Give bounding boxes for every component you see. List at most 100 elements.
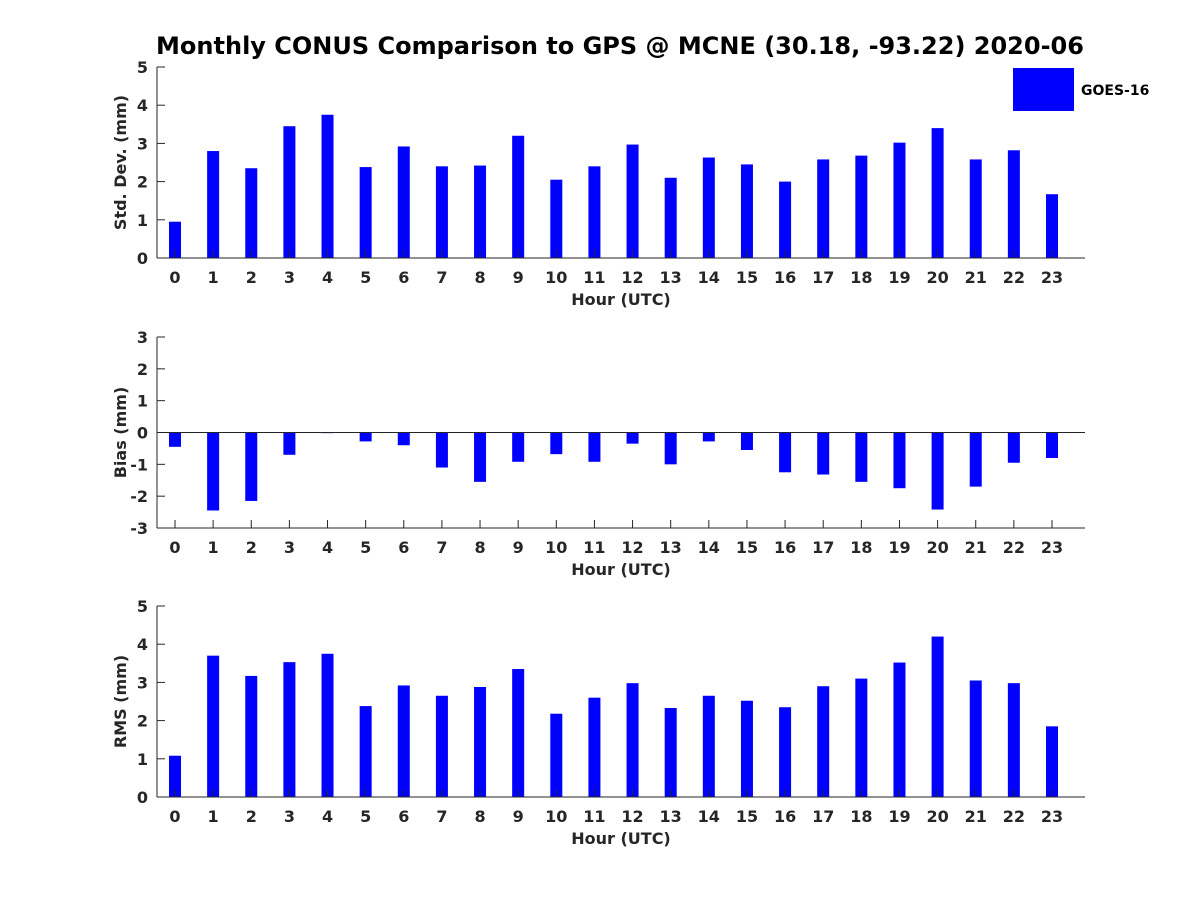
bar-hour-11: [588, 166, 601, 258]
bar-hour-16: [779, 181, 792, 258]
y-tick-label: 2: [137, 360, 148, 379]
x-tick-label: 9: [513, 807, 524, 826]
x-tick-label: 7: [436, 268, 447, 287]
bar-hour-1: [207, 432, 220, 511]
legend-swatch-goes-16: [1013, 68, 1074, 111]
bar-hour-21: [969, 159, 982, 258]
x-tick-label: 11: [583, 268, 605, 287]
x-tick-label: 2: [246, 807, 257, 826]
bar-hour-17: [817, 159, 830, 258]
bar-hour-16: [779, 707, 792, 797]
x-tick-label: 5: [360, 268, 371, 287]
bar-hour-3: [283, 662, 296, 797]
bar-hour-8: [474, 165, 487, 258]
bar-hour-22: [1007, 683, 1020, 797]
x-tick-label: 19: [888, 268, 910, 287]
y-tick-label: 5: [137, 58, 148, 77]
x-tick-label: 18: [850, 538, 872, 557]
bar-hour-12: [626, 432, 639, 444]
bar-hour-5: [359, 432, 372, 442]
chart-title: Monthly CONUS Comparison to GPS @ MCNE (…: [156, 32, 1084, 60]
x-tick-label: 12: [621, 268, 643, 287]
x-tick-label: 0: [169, 807, 180, 826]
x-tick-label: 14: [698, 538, 720, 557]
bar-hour-14: [702, 695, 715, 797]
y-tick-label: 1: [137, 211, 148, 230]
y-tick-label: 1: [137, 392, 148, 411]
x-tick-label: 20: [926, 538, 948, 557]
bar-hour-23: [1045, 726, 1058, 797]
x-tick-label: 5: [360, 807, 371, 826]
bar-hour-2: [245, 432, 258, 501]
bar-hour-19: [893, 142, 906, 258]
y-tick-label: 3: [137, 134, 148, 153]
x-axis-label: Hour (UTC): [571, 829, 671, 848]
x-tick-label: 23: [1041, 538, 1063, 557]
bar-hour-12: [626, 683, 639, 797]
x-tick-label: 12: [621, 807, 643, 826]
x-tick-label: 1: [208, 807, 219, 826]
bar-hour-14: [702, 432, 715, 442]
bar-hour-7: [435, 432, 448, 468]
y-tick-label: 0: [137, 249, 148, 268]
y-axis-label: Std. Dev. (mm): [111, 95, 130, 230]
bar-hour-13: [664, 177, 677, 258]
x-tick-label: 4: [322, 807, 333, 826]
bar-hour-8: [474, 686, 487, 797]
bar-hour-5: [359, 706, 372, 797]
x-tick-label: 0: [169, 268, 180, 287]
bar-hour-6: [397, 685, 410, 797]
x-tick-label: 6: [398, 807, 409, 826]
bar-hour-16: [779, 432, 792, 473]
bar-hour-20: [931, 432, 944, 510]
x-tick-label: 10: [545, 268, 567, 287]
bar-hour-3: [283, 432, 296, 455]
bar-hour-7: [435, 695, 448, 797]
x-tick-label: 6: [398, 268, 409, 287]
bar-hour-15: [740, 432, 753, 451]
x-tick-label: 21: [965, 268, 987, 287]
bar-hour-0: [169, 432, 181, 447]
x-tick-label: 22: [1003, 268, 1025, 287]
x-tick-label: 9: [513, 538, 524, 557]
bar-hour-7: [435, 166, 448, 258]
y-tick-label: -2: [130, 487, 148, 506]
bar-hour-2: [245, 675, 258, 797]
x-tick-label: 3: [284, 807, 295, 826]
y-axis-label: RMS (mm): [111, 655, 130, 748]
x-tick-label: 13: [660, 538, 682, 557]
y-tick-label: 4: [137, 635, 148, 654]
x-tick-label: 7: [436, 807, 447, 826]
bar-hour-22: [1007, 432, 1020, 463]
bar-hour-12: [626, 144, 639, 258]
x-tick-label: 7: [436, 538, 447, 557]
x-tick-label: 8: [474, 268, 485, 287]
bar-hour-10: [550, 713, 563, 797]
legend-label-goes-16: GOES-16: [1081, 83, 1149, 99]
x-tick-label: 21: [965, 538, 987, 557]
y-tick-label: 4: [137, 96, 148, 115]
bar-hour-23: [1045, 194, 1058, 258]
x-tick-label: 21: [965, 807, 987, 826]
x-tick-label: 16: [774, 268, 796, 287]
x-axis-label: Hour (UTC): [571, 560, 671, 579]
bar-hour-6: [397, 432, 410, 446]
bar-hour-9: [512, 135, 525, 258]
legend: GOES-16: [1013, 68, 1149, 111]
bar-hour-18: [855, 432, 868, 482]
bar-hour-14: [702, 157, 715, 258]
bar-hour-4: [321, 653, 334, 797]
bar-hour-9: [512, 669, 525, 797]
x-tick-label: 15: [736, 268, 758, 287]
bar-hour-13: [664, 707, 677, 797]
y-tick-label: 0: [137, 424, 148, 443]
x-tick-label: 2: [246, 538, 257, 557]
y-tick-label: 3: [137, 328, 148, 347]
bar-hour-15: [740, 700, 753, 797]
x-tick-label: 10: [545, 538, 567, 557]
